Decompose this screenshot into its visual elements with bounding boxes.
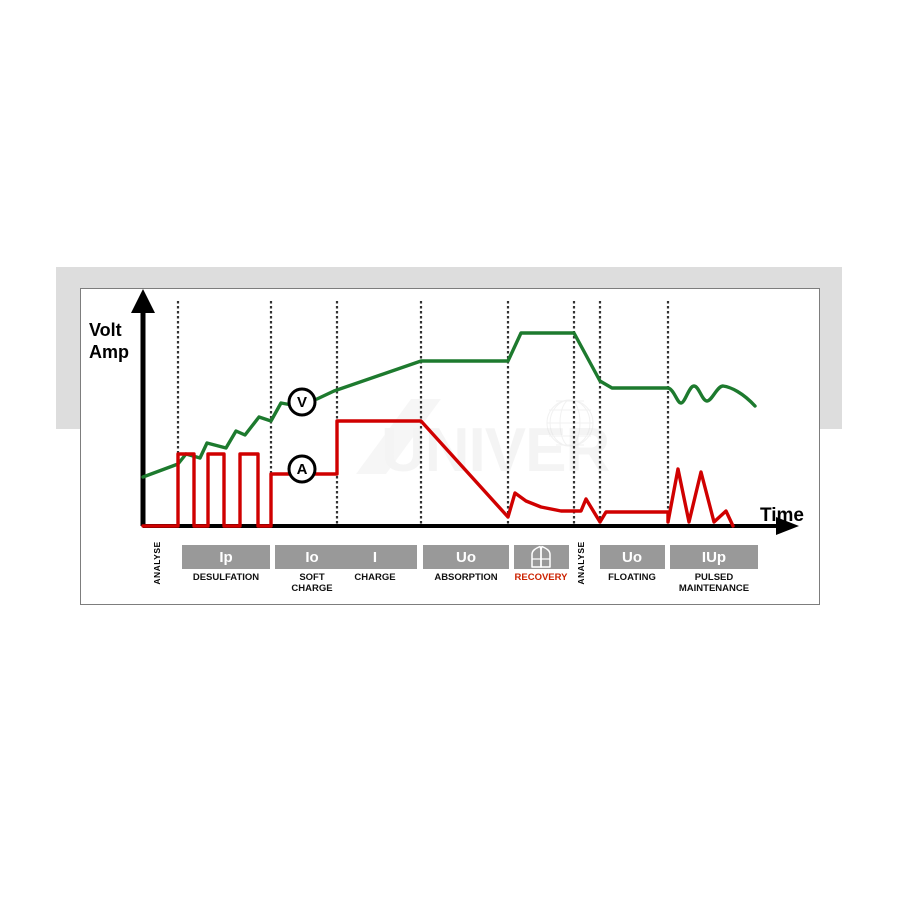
svg-text:Volt: Volt: [89, 320, 122, 340]
svg-text:FLOATING: FLOATING: [608, 572, 656, 583]
svg-text:UNIVER: UNIVER: [381, 416, 609, 485]
svg-text:Ip: Ip: [219, 549, 232, 566]
svg-text:MAINTENANCE: MAINTENANCE: [679, 583, 749, 594]
svg-text:PULSED: PULSED: [695, 572, 734, 583]
svg-text:I: I: [373, 549, 377, 566]
svg-text:Time: Time: [760, 505, 804, 526]
svg-text:IUp: IUp: [702, 549, 726, 566]
svg-text:A: A: [297, 461, 308, 478]
svg-text:Io: Io: [305, 549, 318, 566]
svg-text:RECOVERY: RECOVERY: [515, 572, 569, 583]
svg-text:ABSORPTION: ABSORPTION: [434, 572, 497, 583]
svg-text:CHARGE: CHARGE: [354, 572, 395, 583]
svg-text:CHARGE: CHARGE: [291, 583, 332, 594]
svg-text:Uo: Uo: [622, 549, 642, 566]
svg-text:V: V: [297, 394, 307, 411]
svg-text:ANALYSE: ANALYSE: [576, 541, 586, 584]
svg-text:DESULFATION: DESULFATION: [193, 572, 259, 583]
svg-text:SOFT: SOFT: [299, 572, 325, 583]
svg-text:Uo: Uo: [456, 549, 476, 566]
svg-text:ANALYSE: ANALYSE: [152, 541, 162, 584]
svg-text:Amp: Amp: [89, 342, 129, 362]
